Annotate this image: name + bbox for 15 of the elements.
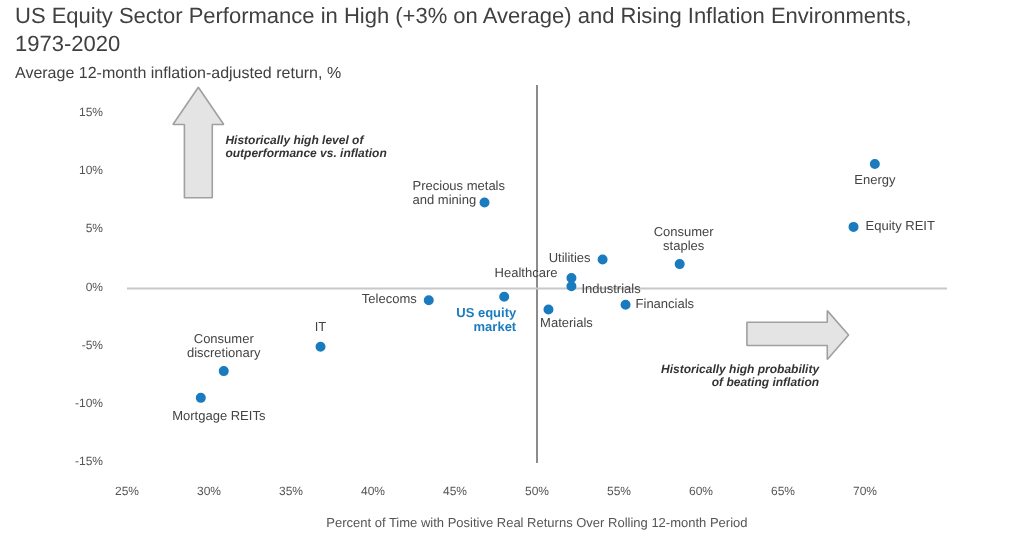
point: [479, 197, 490, 208]
point: [674, 259, 685, 270]
point: [218, 366, 229, 377]
point: [499, 291, 510, 302]
point: [597, 254, 608, 265]
point: [566, 281, 577, 292]
point: [848, 221, 859, 232]
chart-subtitle: Average 12-month inflation-adjusted return, %: [15, 64, 342, 82]
point: [869, 159, 880, 170]
point: [620, 299, 631, 310]
point: [315, 341, 326, 352]
point: [543, 304, 554, 315]
point: [195, 392, 206, 403]
chart-title: US Equity Sector Performance in High (+3% on Average) and Rising Inflation Environments, 1973-2020: [15, 5, 912, 57]
point: [423, 295, 434, 306]
